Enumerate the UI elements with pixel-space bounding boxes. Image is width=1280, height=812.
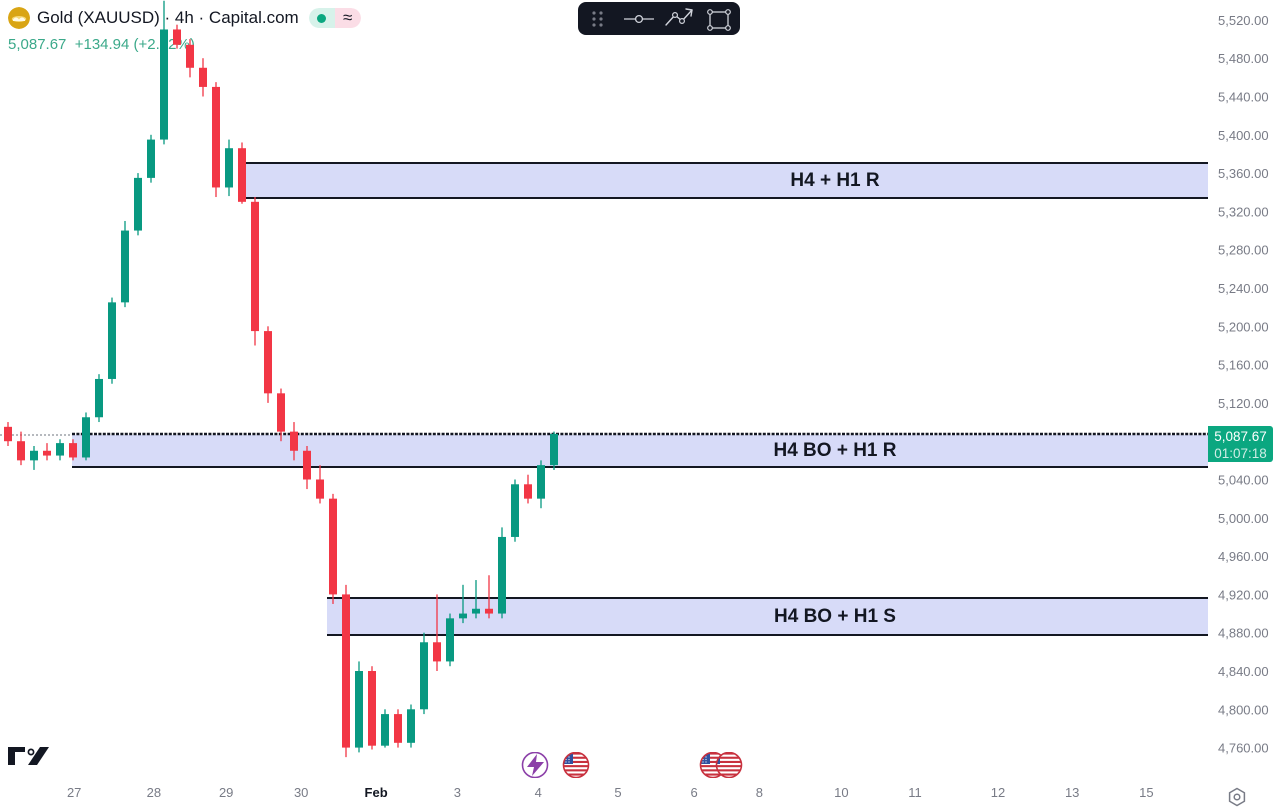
- svg-text:5,520.00: 5,520.00: [1218, 13, 1269, 28]
- svg-text:5: 5: [614, 785, 621, 800]
- svg-text:15: 15: [1139, 785, 1153, 800]
- svg-text:5,440.00: 5,440.00: [1218, 90, 1269, 105]
- svg-text:3: 3: [454, 785, 461, 800]
- svg-text:6: 6: [690, 785, 697, 800]
- svg-text:4,760.00: 4,760.00: [1218, 741, 1269, 756]
- svg-text:4,920.00: 4,920.00: [1218, 587, 1269, 602]
- svg-text:8: 8: [756, 785, 763, 800]
- svg-text:5,360.00: 5,360.00: [1218, 166, 1269, 181]
- svg-text:13: 13: [1065, 785, 1079, 800]
- svg-text:28: 28: [147, 785, 161, 800]
- svg-text:4,960.00: 4,960.00: [1218, 549, 1269, 564]
- svg-text:4,800.00: 4,800.00: [1218, 702, 1269, 717]
- svg-text:5,200.00: 5,200.00: [1218, 319, 1269, 334]
- svg-text:5,320.00: 5,320.00: [1218, 204, 1269, 219]
- svg-text:29: 29: [219, 785, 233, 800]
- svg-text:5,280.00: 5,280.00: [1218, 243, 1269, 258]
- svg-text:5,480.00: 5,480.00: [1218, 51, 1269, 66]
- svg-text:12: 12: [991, 785, 1005, 800]
- svg-text:30: 30: [294, 785, 308, 800]
- svg-text:5,120.00: 5,120.00: [1218, 396, 1269, 411]
- svg-text:11: 11: [908, 785, 922, 800]
- svg-text:10: 10: [834, 785, 848, 800]
- svg-text:5,240.00: 5,240.00: [1218, 281, 1269, 296]
- svg-text:4,880.00: 4,880.00: [1218, 626, 1269, 641]
- svg-text:5,040.00: 5,040.00: [1218, 473, 1269, 488]
- svg-text:5,160.00: 5,160.00: [1218, 358, 1269, 373]
- svg-text:4,840.00: 4,840.00: [1218, 664, 1269, 679]
- svg-text:Feb: Feb: [365, 785, 388, 800]
- svg-text:4: 4: [535, 785, 542, 800]
- svg-text:27: 27: [67, 785, 81, 800]
- svg-text:5,400.00: 5,400.00: [1218, 128, 1269, 143]
- svg-text:5,000.00: 5,000.00: [1218, 511, 1269, 526]
